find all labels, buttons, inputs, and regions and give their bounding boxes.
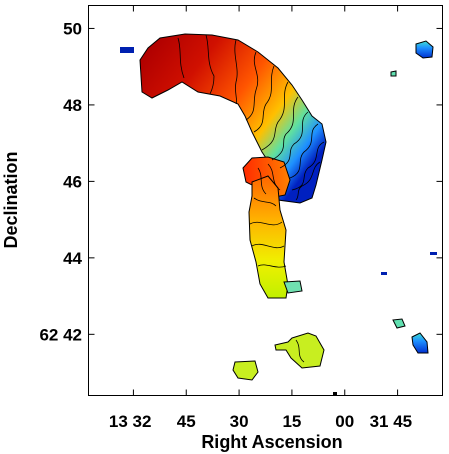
dark-pixel-s — [333, 392, 337, 395]
east-small-knot — [392, 318, 406, 329]
y-tick-label: 62 42 — [39, 325, 82, 344]
x-tick-label: 13 32 — [109, 412, 152, 431]
northeast-knot-region — [415, 40, 434, 59]
isovelocity-contours — [177, 34, 325, 363]
y-tick-label: 44 — [63, 249, 82, 268]
y-tick-label: 48 — [63, 96, 82, 115]
contour-line — [295, 161, 321, 201]
isolated-pixels — [120, 47, 437, 395]
contour-line — [249, 221, 283, 226]
southeast-knot-region — [411, 332, 429, 354]
velocity-field — [139, 33, 434, 381]
southwest-blob-region — [232, 360, 259, 381]
dark-blue-pixel-far-e — [430, 252, 437, 255]
contour-line — [289, 123, 319, 179]
contour-line — [251, 243, 285, 249]
contour-line — [177, 37, 185, 79]
y-tick-label: 46 — [63, 172, 82, 191]
contour-line — [267, 163, 281, 191]
contour-line — [295, 339, 305, 363]
dark-blue-pixel-nw — [120, 47, 134, 53]
contour-line — [261, 81, 289, 151]
x-tick-label: 31 45 — [370, 412, 413, 431]
tail-end-region — [283, 280, 303, 294]
contour-line — [257, 264, 287, 268]
contour-line — [253, 65, 275, 133]
x-tick-label: 45 — [177, 412, 196, 431]
contour-line — [253, 197, 277, 207]
dark-blue-pixel-e — [381, 272, 387, 275]
contour-line — [205, 34, 215, 95]
x-axis: 13 32 45 30 15 00 31 45 — [109, 5, 413, 431]
x-tick-label: 30 — [230, 412, 249, 431]
contour-line — [245, 51, 259, 121]
east-tiny-knot — [390, 70, 397, 77]
y-axis: 50 48 46 44 62 42 — [39, 19, 443, 344]
x-tick-label: 15 — [282, 412, 301, 431]
contour-line — [279, 111, 309, 169]
y-axis-label: Declination — [1, 151, 21, 248]
contour-line — [257, 167, 267, 195]
tail-region — [248, 175, 289, 299]
contour-line — [291, 141, 325, 191]
contour-line — [234, 39, 238, 105]
x-axis-label: Right Ascension — [201, 432, 342, 452]
x-tick-label: 00 — [335, 412, 354, 431]
y-tick-label: 50 — [63, 19, 82, 38]
contour-line — [271, 96, 299, 161]
